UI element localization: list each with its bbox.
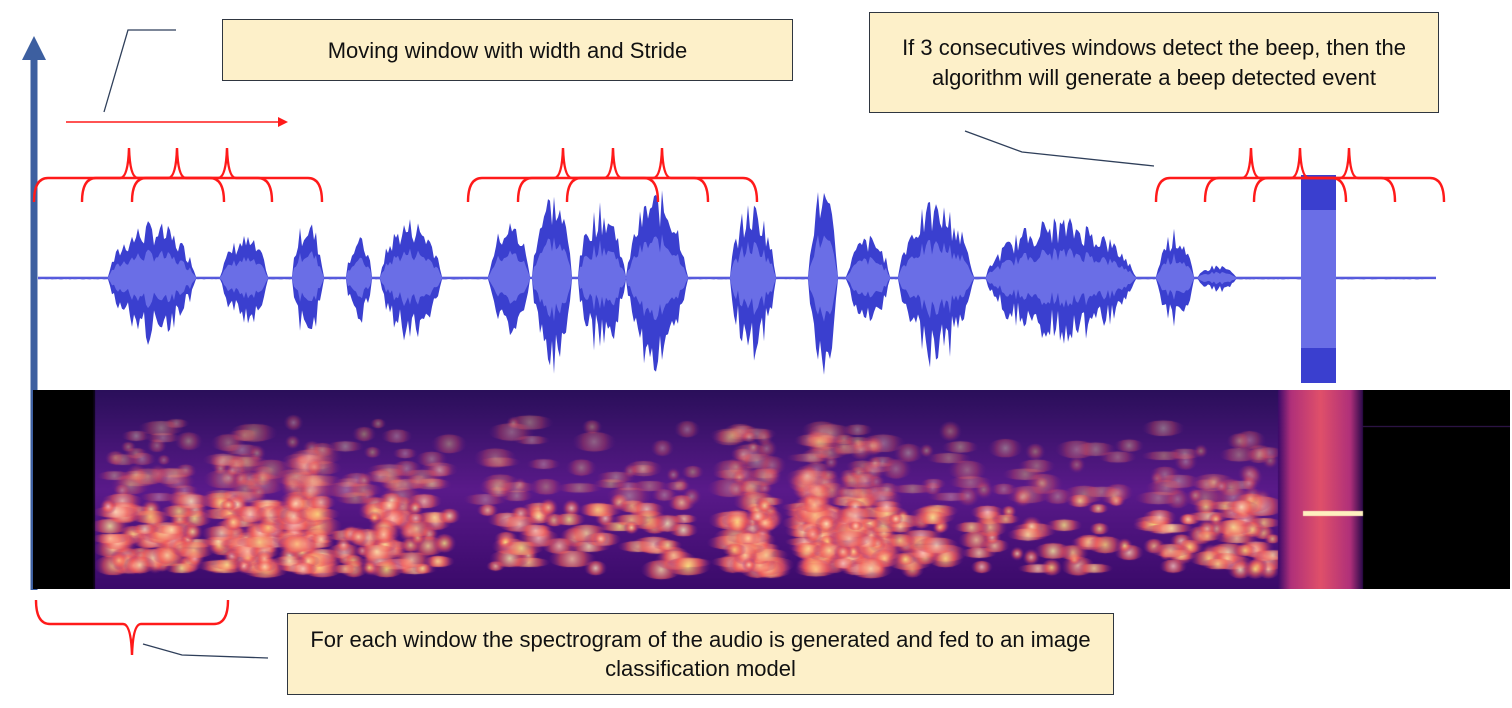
window-bracket-3-3 [1252, 147, 1446, 203]
window-bracket-1-3 [130, 147, 324, 203]
window-bracket-3-2 [1203, 147, 1397, 203]
window-direction-arrow [66, 117, 288, 127]
window-bracket-1-1 [32, 147, 226, 203]
window-brackets [32, 147, 1446, 656]
window-bracket-1-2 [80, 147, 274, 203]
callout-spectrogram: For each window the spectrogram of the a… [287, 613, 1114, 695]
audio-waveform [38, 175, 1436, 383]
leader-line-moving-window [103, 29, 176, 113]
callout-spectrogram-text: For each window the spectrogram of the a… [310, 627, 1091, 681]
window-bracket-3-1 [1154, 147, 1348, 203]
callout-moving-window-text: Moving window with width and Stride [327, 37, 688, 63]
spectrogram-window-bracket [34, 599, 230, 656]
leader-line-spectrogram [142, 643, 269, 659]
leader-line-beep-detection [964, 130, 1155, 167]
callout-beep-detection: If 3 consecutives windows detect the bee… [869, 12, 1439, 113]
callout-beep-detection-text: If 3 consecutives windows detect the bee… [902, 34, 1406, 90]
callout-moving-window: Moving window with width and Stride [222, 19, 793, 81]
window-bracket-2-2 [516, 147, 710, 203]
spectrogram [33, 390, 1510, 589]
waveform-core [38, 234, 1436, 322]
spectrogram-image [33, 390, 1510, 589]
beep-waveform-core [1301, 210, 1336, 348]
window-bracket-2-3 [565, 147, 759, 203]
window-bracket-2-1 [466, 147, 660, 203]
